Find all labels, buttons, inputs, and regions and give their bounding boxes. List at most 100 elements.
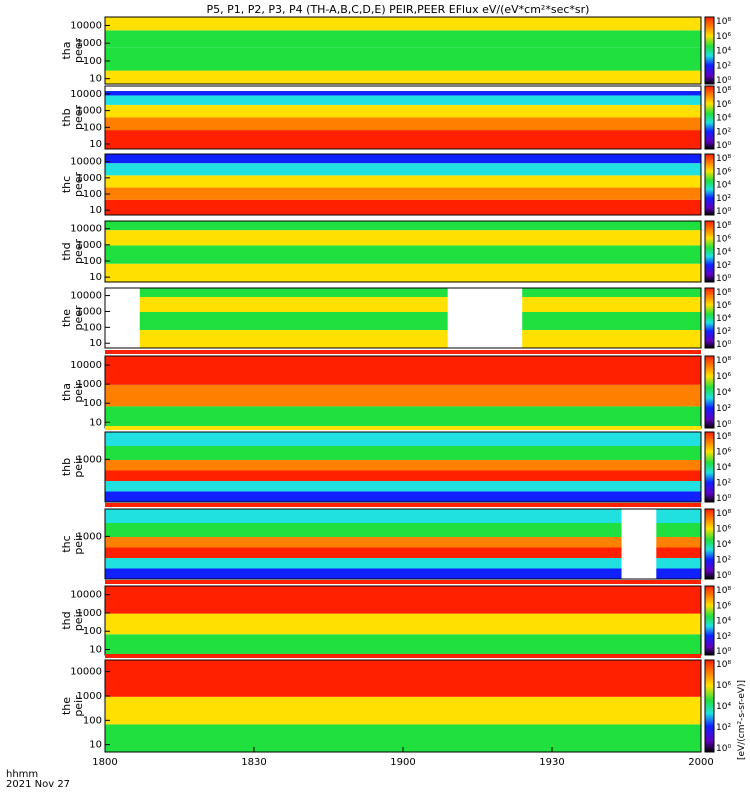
colorbar-tick-label: 10⁶: [716, 372, 731, 382]
spectrogram-band: [105, 30, 701, 48]
spectrogram-band: [105, 406, 701, 428]
quality-flag-bar: [105, 654, 701, 658]
spectrogram-band: [105, 613, 701, 635]
panel-thb-peir: 1000 thb peir 10⁸ 10⁶ 10⁴ 10² 10⁰: [60, 426, 731, 504]
spectrogram-band: [105, 660, 701, 697]
colorbar-tick-label: 10⁸: [716, 586, 731, 596]
y-tick-label: 1000: [77, 454, 102, 465]
y-tick-label: 100: [83, 626, 102, 637]
colorbar-tick-label: 10⁸: [716, 154, 731, 164]
spectrogram-band: [105, 230, 701, 246]
y-tick-label: 10000: [70, 157, 102, 168]
colorbar: [704, 659, 715, 753]
y-tick-label: 10000: [70, 667, 102, 678]
spectrogram-band: [105, 432, 701, 446]
y-tick-label: 10: [89, 645, 102, 656]
spectrogram-band: [105, 523, 701, 537]
spectrogram-band: [105, 558, 701, 569]
colorbar: [704, 287, 715, 349]
colorbar-tick-label: 10⁰: [716, 571, 731, 581]
spectrogram-band: [105, 297, 701, 312]
time-axis: 1800 1830 1900 1930 2000: [92, 747, 714, 768]
panel-probe-label: thd: [60, 611, 73, 629]
colorbar-tick-label: 10⁴: [716, 114, 731, 124]
panel-probe-label: thd: [60, 242, 73, 260]
y-tick-label: 100: [83, 56, 102, 67]
colorbar-tick-label: 10²: [716, 404, 731, 414]
y-tick-label: 100: [83, 715, 102, 726]
colorbar-tick-label: 10²: [716, 556, 731, 566]
spectrogram-band: [105, 509, 701, 523]
spectrogram-band: [105, 70, 701, 84]
panel-tha-peer: 10000 1000 100 10 tha peer 10⁸ 10⁶ 10⁴ 10² 10⁰: [60, 16, 731, 86]
y-tick-label: 10000: [70, 89, 102, 100]
spectrogram-band: [105, 117, 701, 131]
y-tick-label: 10: [89, 205, 102, 216]
colorbar-tick-label: 10⁸: [716, 17, 731, 27]
panel-thd-peer: 10000 1000 100 10 thd peer 10⁸ 10⁶ 10⁴ 10² 10⁰: [60, 220, 731, 284]
colorbar-tick-label: 10⁰: [716, 420, 731, 430]
y-tick-label: 1000: [77, 106, 102, 117]
panel-thd-peir: 10000 1000 100 10 thd peir 10⁸ 10⁶ 10⁴ 10² 10⁰: [60, 580, 731, 657]
spectrogram-band: [105, 17, 701, 31]
colorbar-tick-label: 10⁸: [716, 432, 731, 442]
x-tick-label: 1900: [390, 757, 415, 768]
colorbar-tick-label: 10⁴: [716, 617, 731, 627]
spectrogram-band: [105, 175, 701, 188]
y-tick-label: 10: [89, 338, 102, 349]
spectrogram-band: [105, 288, 701, 297]
colorbar-tick-label: 10²: [716, 479, 731, 489]
colorbar-tick-label: 10²: [716, 194, 731, 204]
spectrogram-band: [105, 568, 701, 579]
colorbar: [704, 508, 715, 580]
panel-species-label: peer: [72, 38, 85, 64]
panel-species-label: peir: [72, 533, 85, 555]
colorbar-tick-label: 10²: [716, 127, 731, 137]
panel-probe-label: thc: [60, 535, 73, 552]
colorbar-tick-label: 10²: [716, 723, 731, 733]
colorbar-tick-label: 10⁰: [716, 340, 731, 350]
colorbar-tick-label: 10⁸: [716, 86, 731, 96]
spectrogram-band: [105, 696, 701, 725]
colorbar-tick-label: 10⁴: [716, 181, 731, 191]
panel-species-label: peer: [72, 239, 85, 265]
x-tick-label: 1800: [92, 757, 117, 768]
colorbar-tick-label: 10⁶: [716, 301, 731, 311]
panel-species-label: peer: [72, 105, 85, 131]
y-tick-label: 10000: [70, 20, 102, 31]
spectrogram-band: [105, 312, 701, 330]
data-gap: [105, 86, 701, 92]
colorbar-tick-label: 10⁰: [716, 494, 731, 504]
xlabel-hhmm: hhmm: [6, 769, 38, 780]
y-tick-label: 1000: [77, 608, 102, 619]
y-tick-label: 1000: [77, 38, 102, 49]
y-tick-label: 10000: [70, 360, 102, 371]
figure-title: P5, P1, P2, P3, P4 (TH-A,B,C,D,E) PEIR,P…: [207, 3, 590, 16]
panel-species-label: peer: [72, 172, 85, 198]
colorbar: [704, 85, 715, 150]
colorbar: [704, 153, 715, 216]
panel-thc-peir: 1000 thc peir 10⁸ 10⁶ 10⁴ 10² 10⁰: [60, 503, 731, 581]
xlabel-date: 2021 Nov 27: [6, 779, 70, 790]
colorbar-tick-label: 10⁸: [716, 660, 731, 670]
spectrogram-band: [105, 221, 701, 231]
spectrogram-band: [105, 470, 701, 481]
spectrogram-band: [105, 586, 701, 614]
panel-thb-peer: 10000 1000 100 10 thb peer 10⁸ 10⁶ 10⁴ 10² 10⁰: [60, 85, 731, 151]
y-tick-label: 1000: [77, 306, 102, 317]
y-tick-label: 10: [89, 417, 102, 428]
panel-species-label: peir: [72, 456, 85, 478]
colorbar-tick-label: 10⁸: [716, 509, 731, 519]
panel-tha-peir: 10000 1000 100 10 tha peir 10⁸ 10⁶ 10⁴ 10² 10⁰: [60, 350, 731, 430]
panel-frame: [104, 16, 702, 85]
panel-probe-label: the: [60, 697, 73, 715]
y-tick-label: 100: [83, 189, 102, 200]
colorbar-tick-label: 10⁴: [716, 388, 731, 398]
panel-species-label: peir: [72, 381, 85, 403]
spectrogram-band: [105, 245, 701, 264]
panel-frame: [104, 153, 702, 216]
x-tick-label: 2000: [688, 757, 713, 768]
panel-species-label: peir: [72, 609, 85, 631]
panel-frame: [104, 287, 702, 349]
y-tick-label: 10: [89, 74, 102, 85]
